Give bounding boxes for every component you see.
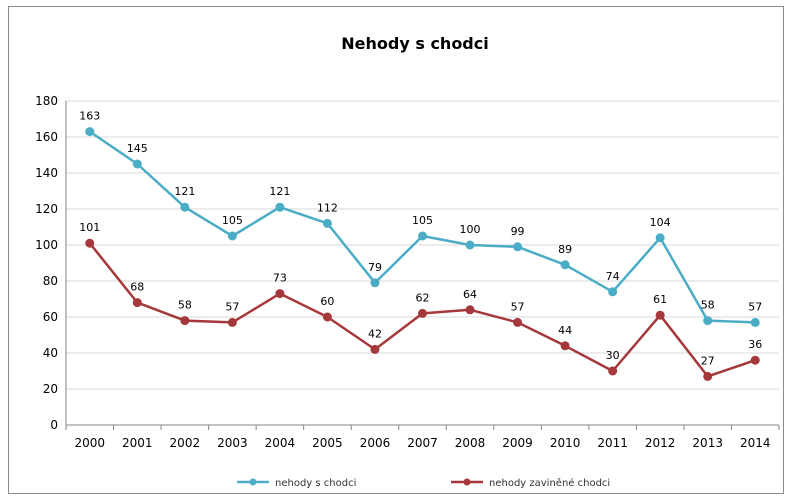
- data-label: 163: [79, 110, 100, 123]
- data-point: [703, 371, 713, 381]
- data-label: 44: [558, 324, 572, 337]
- data-point: [608, 287, 618, 297]
- data-point: [180, 316, 190, 326]
- x-tick-label: 2001: [122, 436, 153, 450]
- x-tick-label: 2006: [360, 436, 391, 450]
- data-label: 57: [748, 300, 762, 313]
- data-point: [418, 308, 427, 318]
- chart-title: Nehody s chodci: [341, 34, 488, 53]
- data-point: [465, 240, 475, 250]
- data-point: [750, 317, 760, 327]
- axes: 0 20 40 60 80 100 120 140 160 180 2000 2001 2002 2003…: [35, 94, 780, 450]
- data-labels: 163 145 121 105 121 112 79 105 100 99 89 74 104 58 57 1…: [79, 110, 762, 368]
- legend: nehody s chodci nehody zaviněné chodci: [237, 477, 610, 489]
- data-label: 36: [748, 338, 762, 351]
- data-label: 64: [463, 288, 477, 301]
- x-tick-label: 2011: [597, 436, 628, 450]
- data-label: 30: [606, 349, 620, 362]
- x-tick-label: 2008: [455, 436, 486, 450]
- data-point: [370, 278, 380, 288]
- data-point: [608, 366, 618, 376]
- data-label: 57: [225, 300, 239, 313]
- data-point: [418, 231, 427, 241]
- y-tick-label: 20: [43, 382, 58, 396]
- data-label: 104: [650, 216, 671, 229]
- data-point: [180, 202, 190, 212]
- data-label: 101: [79, 221, 100, 234]
- data-label: 105: [222, 214, 243, 227]
- y-tick-label: 40: [43, 346, 58, 360]
- chart-frame: Nehody s chodci 0 20 40 60 80 100 120 140 160 180…: [8, 6, 784, 494]
- gridlines: [66, 100, 779, 390]
- data-label: 58: [701, 299, 715, 312]
- data-label: 99: [511, 225, 525, 238]
- legend-label-1: nehody s chodci: [275, 478, 356, 489]
- data-label: 105: [412, 214, 433, 227]
- x-tick-label: 2004: [265, 436, 296, 450]
- x-tick-label: 2005: [312, 436, 343, 450]
- x-tick-label: 2009: [502, 436, 533, 450]
- y-tick-label: 80: [43, 274, 58, 288]
- data-point: [322, 218, 332, 228]
- data-point: [560, 260, 570, 270]
- x-tick-label: 2014: [740, 436, 771, 450]
- data-label: 62: [416, 291, 430, 304]
- data-point: [513, 242, 523, 252]
- data-point: [85, 238, 95, 248]
- legend-label-2: nehody zaviněné chodci: [489, 477, 610, 489]
- data-point: [275, 202, 285, 212]
- data-point: [655, 233, 665, 243]
- y-tick-label: 120: [35, 202, 58, 216]
- x-tick-label: 2010: [550, 436, 581, 450]
- legend-marker-2: [463, 478, 471, 486]
- data-label: 121: [269, 185, 290, 198]
- data-point: [132, 159, 142, 169]
- data-label: 74: [606, 270, 620, 283]
- data-point: [132, 298, 142, 308]
- data-point: [275, 289, 285, 299]
- data-point: [227, 317, 237, 327]
- data-label: 73: [273, 272, 287, 285]
- data-label: 42: [368, 327, 382, 340]
- x-tick-label: 2000: [74, 436, 105, 450]
- data-label: 61: [653, 293, 667, 306]
- y-tick-label: 180: [35, 94, 58, 108]
- data-point: [750, 355, 760, 365]
- data-label: 27: [701, 354, 715, 367]
- data-label: 89: [558, 243, 572, 256]
- data-point: [465, 305, 475, 315]
- y-tick-label: 0: [50, 418, 58, 432]
- data-point: [227, 231, 237, 241]
- data-label: 68: [130, 281, 144, 294]
- line-chart: Nehody s chodci 0 20 40 60 80 100 120 140 160 180…: [35, 34, 780, 489]
- y-tick-label: 100: [35, 238, 58, 252]
- data-label: 145: [127, 142, 148, 155]
- legend-marker-1: [249, 478, 257, 486]
- data-point: [703, 316, 713, 326]
- x-tick-label: 2013: [692, 436, 723, 450]
- data-point: [655, 310, 665, 320]
- data-point: [560, 341, 570, 351]
- series-layer: [85, 127, 760, 381]
- data-label: 58: [178, 299, 192, 312]
- y-tick-label: 60: [43, 310, 58, 324]
- data-label: 79: [368, 261, 382, 274]
- data-label: 100: [460, 223, 481, 236]
- data-point: [85, 127, 95, 137]
- data-point: [513, 317, 523, 327]
- x-tick-label: 2003: [217, 436, 248, 450]
- data-label: 60: [320, 295, 334, 308]
- x-tick-label: 2002: [170, 436, 201, 450]
- x-tick-label: 2007: [407, 436, 438, 450]
- data-label: 112: [317, 201, 338, 214]
- data-point: [370, 344, 380, 354]
- data-point: [322, 312, 332, 322]
- data-label: 57: [511, 300, 525, 313]
- data-label: 121: [174, 185, 195, 198]
- x-tick-label: 2012: [645, 436, 676, 450]
- y-tick-label: 140: [35, 166, 58, 180]
- y-tick-label: 160: [35, 130, 58, 144]
